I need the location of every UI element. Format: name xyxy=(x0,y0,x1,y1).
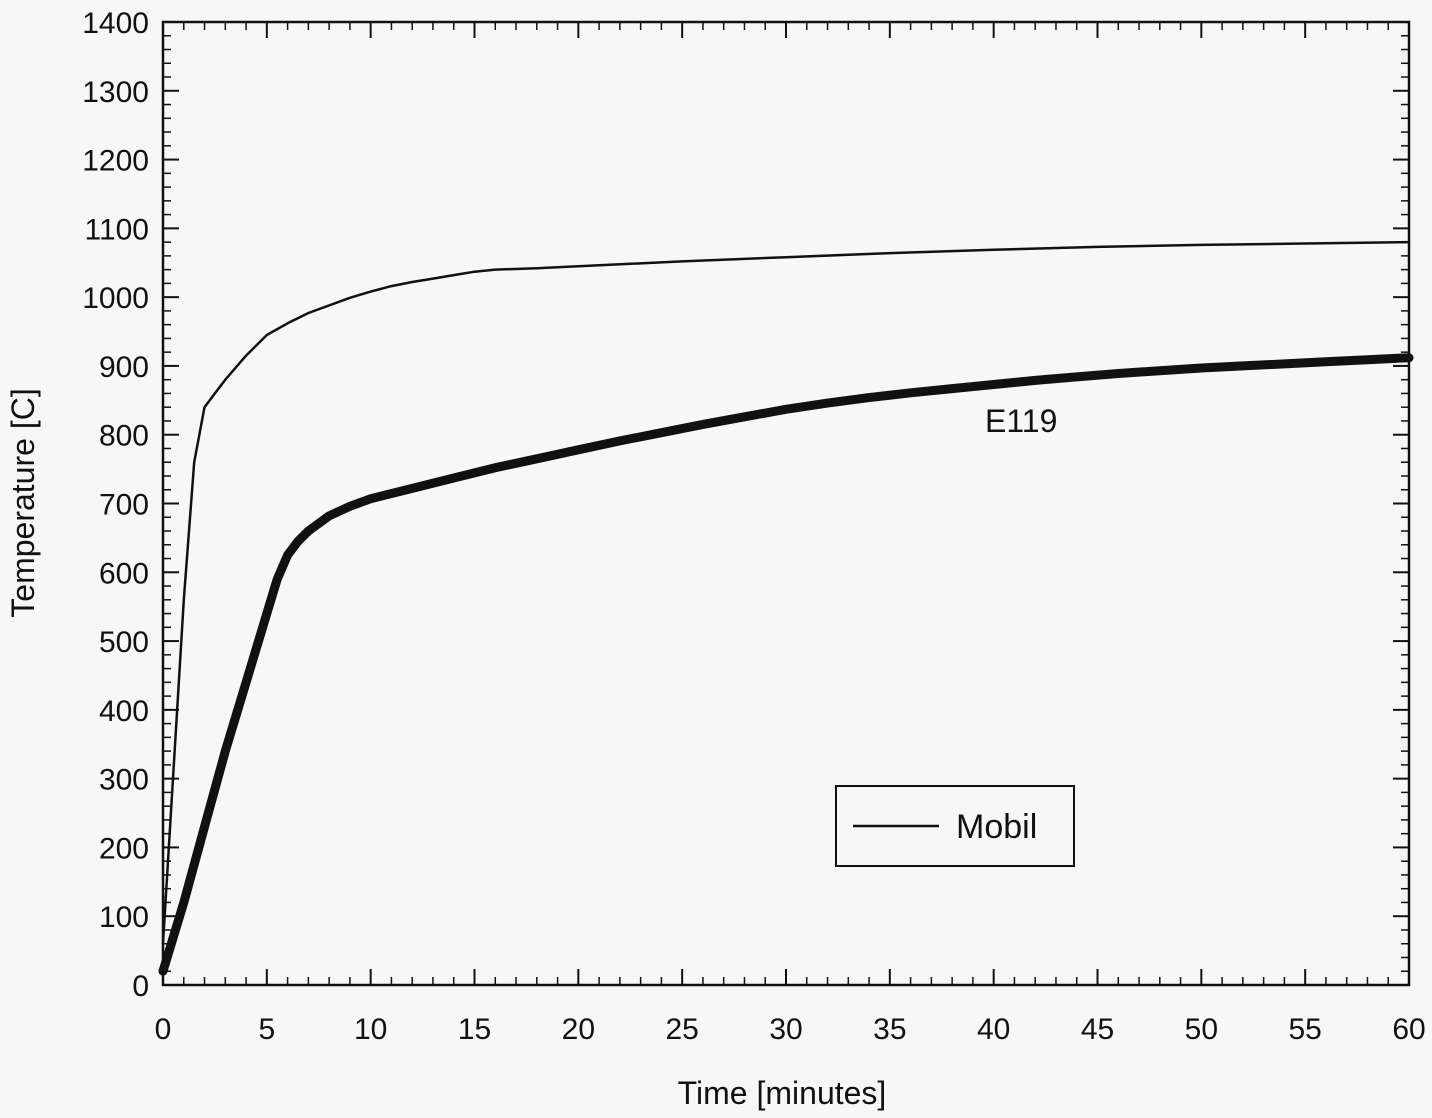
y-tick-label: 200 xyxy=(99,832,149,865)
y-tick-label: 1200 xyxy=(82,145,149,178)
x-tick-label: 10 xyxy=(354,1013,387,1046)
x-tick-label: 5 xyxy=(258,1013,275,1046)
y-tick-label: 400 xyxy=(99,695,149,728)
y-tick-label: 700 xyxy=(99,489,149,522)
x-tick-label: 15 xyxy=(458,1013,491,1046)
y-axis-title: Temperature [C] xyxy=(5,388,41,617)
series-line-mobil xyxy=(161,240,1411,945)
y-axis-ticks: 0 100 200 300 400 500 600 700 800 900 1000 1100 1200… xyxy=(82,7,1409,1003)
y-tick-label: 1000 xyxy=(82,282,149,315)
x-tick-label: 55 xyxy=(1288,1013,1321,1046)
y-tick-label: 100 xyxy=(99,901,149,934)
x-tick-label: 25 xyxy=(665,1013,698,1046)
x-axis-ticks: 0 5 10 15 20 25 30 35 40 45 50 55 60 xyxy=(155,22,1426,1046)
x-tick-label: 20 xyxy=(562,1013,595,1046)
e119-annotation: E119 xyxy=(985,403,1057,439)
x-tick-label: 35 xyxy=(873,1013,906,1046)
series-line-e119 xyxy=(158,353,1414,976)
y-tick-label: 900 xyxy=(99,351,149,384)
y-tick-label: 1300 xyxy=(82,76,149,109)
x-tick-label: 45 xyxy=(1081,1013,1114,1046)
x-tick-label: 0 xyxy=(155,1013,172,1046)
x-tick-label: 40 xyxy=(977,1013,1010,1046)
x-tick-label: 60 xyxy=(1392,1013,1425,1046)
y-tick-label: 300 xyxy=(99,764,149,797)
y-tick-label: 500 xyxy=(99,626,149,659)
x-tick-label: 50 xyxy=(1185,1013,1218,1046)
y-tick-label: 600 xyxy=(99,557,149,590)
y-tick-label: 0 xyxy=(132,970,149,1003)
y-tick-label: 1400 xyxy=(82,7,149,40)
x-tick-label: 30 xyxy=(769,1013,802,1046)
series-layer xyxy=(158,240,1414,976)
legend-label-mobil: Mobil xyxy=(956,808,1037,846)
y-tick-label: 1100 xyxy=(84,213,149,246)
legend: Mobil xyxy=(835,785,1075,867)
x-axis-title: Time [minutes] xyxy=(678,1075,887,1111)
y-tick-label: 800 xyxy=(99,420,149,453)
